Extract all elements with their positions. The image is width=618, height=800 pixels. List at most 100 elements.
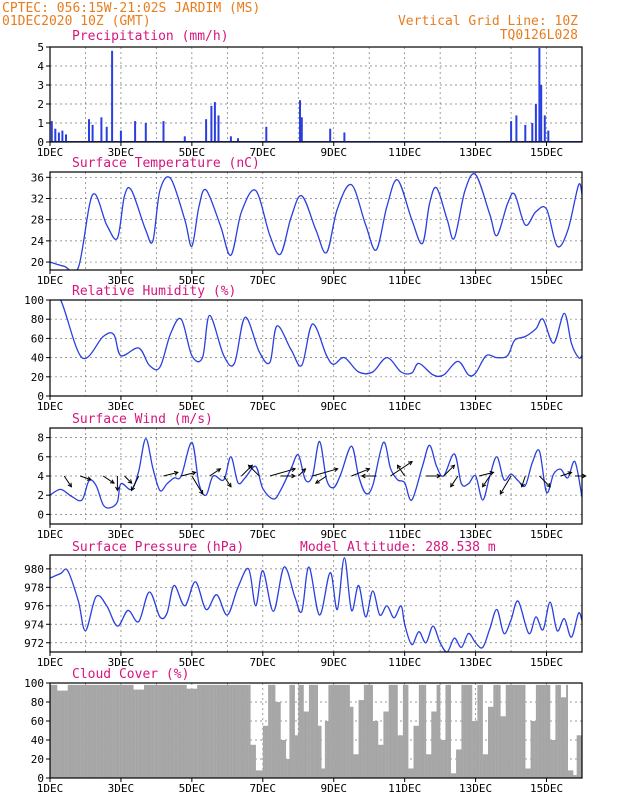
cloud-cover-bar	[443, 740, 446, 778]
cloud-cover-bar	[239, 684, 242, 778]
precipitation-bar	[217, 115, 220, 142]
precipitation-bar	[213, 102, 216, 142]
wind-vector-head	[291, 467, 297, 472]
temperature-title: Surface Temperature (nC)	[72, 156, 260, 171]
cloud-cover-bar	[57, 690, 60, 778]
cloud-xtick-label: 1DEC	[37, 782, 64, 795]
cloud-cover-bar	[358, 700, 361, 778]
run-date: 01DEC2020 10Z (GMT)	[2, 14, 151, 29]
cloud-cover-bar	[168, 684, 171, 778]
cloud-cover-bar	[142, 689, 145, 778]
cloud-frame	[49, 682, 583, 779]
cloud-cover-bar	[253, 744, 256, 779]
cloud-cover-bar	[106, 684, 109, 778]
cloud-cover-bar	[464, 684, 467, 778]
wind-vector	[539, 475, 551, 488]
cloud-cover-bar	[275, 702, 278, 778]
wind-vector	[124, 475, 133, 484]
cloud-cover-bar	[108, 684, 111, 778]
cloud-cover-bar	[436, 684, 439, 778]
cloud-cover-bar	[383, 711, 386, 778]
precipitation-xtick-label: 9DEC	[320, 146, 347, 159]
cloud-cover-bar	[406, 684, 409, 778]
wind-xtick-label: 11DEC	[388, 528, 421, 541]
cloud-cover-bar	[365, 684, 368, 778]
wind-vector-head	[482, 482, 487, 488]
cloud-cover-bar	[177, 684, 180, 778]
cloud-cover-bar	[324, 721, 327, 778]
cloud-cover-bar	[542, 684, 545, 778]
cloud-cover-bar	[470, 684, 473, 778]
cloud-cover-bar	[480, 684, 483, 778]
wind-xtick-label: 1DEC	[37, 528, 64, 541]
cloud-cover-bar	[527, 768, 529, 778]
cloud-cover-bar	[528, 768, 531, 778]
cloud-cover-bar	[558, 684, 561, 778]
cloud-xtick-label: 3DEC	[108, 782, 135, 795]
cloud-cover-bar	[457, 749, 460, 778]
cloud-cover-bar	[159, 684, 162, 778]
cloud-cover-bar	[376, 721, 379, 778]
cloud-cover-bar	[101, 684, 104, 778]
wind-vector-head	[581, 473, 587, 479]
cloud-cover-bar	[351, 706, 354, 779]
cloud-cover-bar	[71, 684, 74, 778]
precipitation-bar	[515, 115, 518, 142]
cloud-cover-bar	[378, 744, 381, 779]
cloud-cover-bar	[312, 684, 315, 778]
cloud-cover-bar	[117, 684, 120, 778]
cloud-cover-bar	[482, 754, 485, 779]
cloud-cover-bar	[271, 684, 274, 778]
cloud-cover-bar	[418, 684, 421, 778]
cloud-cover-bar	[115, 684, 118, 778]
wind-vector-head	[408, 461, 413, 466]
pressure-xtick-label: 3DEC	[108, 656, 135, 669]
cloud-cover-bar	[245, 684, 248, 778]
cloud-cover-bar	[129, 684, 132, 778]
cloud-cover-bar	[441, 740, 444, 778]
precipitation-bar	[144, 123, 147, 142]
cloud-cover-bar	[96, 684, 99, 778]
cloud-cover-bar	[472, 721, 475, 778]
cloud-cover-bar	[372, 721, 375, 778]
cloud-cover-bar	[440, 740, 443, 778]
precipitation-ytick-label: 3	[37, 79, 44, 92]
cloud-cover-bar	[64, 690, 67, 778]
cloud-cover-bar	[285, 759, 288, 778]
cloud-cover-bar	[113, 684, 116, 778]
wind-vector-head	[247, 464, 253, 470]
wind-vector-head	[450, 482, 455, 488]
precipitation-bar	[510, 121, 513, 142]
cloud-cover-bar	[76, 684, 79, 778]
cloud-cover-bar	[388, 684, 391, 778]
cloud-cover-bar	[200, 684, 203, 778]
cloud-cover-bar	[65, 690, 68, 778]
cloud-cover-bar	[530, 721, 533, 778]
cloud-cover-bar	[202, 684, 205, 778]
temperature-xtick-label: 11DEC	[388, 274, 421, 287]
cloud-cover-bar	[454, 773, 457, 779]
cloud-cover-bar	[259, 770, 262, 778]
cloud-cover-bar	[335, 684, 338, 778]
cloud-cover-bar	[198, 684, 201, 778]
station-line: CPTEC: 056:15W-21:02S JARDIM (MS)	[2, 1, 260, 16]
cloud-ytick-label: 0	[37, 772, 44, 785]
precipitation-ytick-label: 1	[37, 117, 44, 130]
cloud-cover-bar	[250, 744, 253, 779]
cloud-cover-bar	[379, 744, 382, 779]
precipitation-bar	[105, 126, 108, 142]
cloud-cover-title: Cloud Cover (%)	[72, 667, 189, 682]
wind-ytick-label: 2	[37, 489, 44, 502]
cloud-cover-bar	[386, 711, 389, 778]
precipitation-bar	[65, 134, 67, 142]
wind-vector-head	[436, 473, 442, 479]
cloud-cover-bar	[574, 775, 577, 778]
cloud-cover-bar	[143, 684, 146, 778]
cloud-cover-bar	[550, 740, 553, 778]
precipitation-bar	[538, 48, 541, 142]
cloud-cover-bar	[321, 768, 324, 778]
precipitation-title: Precipitation (mm/h)	[72, 29, 229, 44]
wind-title: Surface Wind (m/s)	[72, 412, 213, 427]
cloud-cover-bar	[337, 684, 340, 778]
humidity-ytick-label: 100	[24, 294, 44, 307]
